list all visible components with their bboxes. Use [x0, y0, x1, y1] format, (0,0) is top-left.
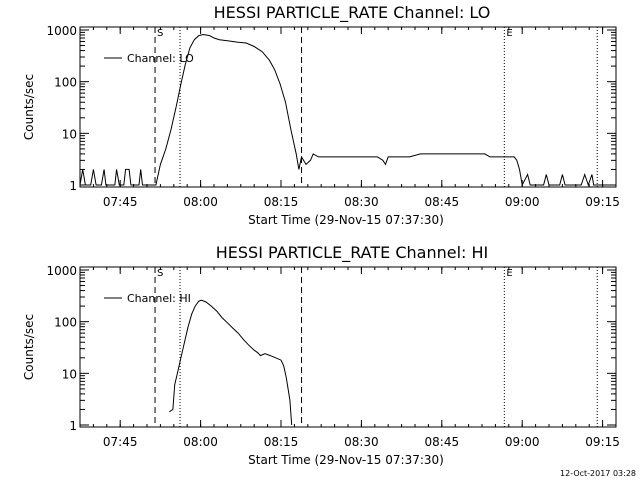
x-tick-label: 08:30 [344, 435, 379, 449]
y-tick-label: 100 [54, 316, 77, 330]
x-tick-label: 07:45 [103, 435, 138, 449]
y-tick-label: 1 [69, 419, 77, 433]
x-tick-label: 09:15 [585, 435, 620, 449]
y-tick-label: 1000 [46, 264, 77, 278]
x-tick-label: 09:00 [505, 195, 540, 209]
y-tick-label: 1 [69, 179, 77, 193]
legend-label: Channel: LO [127, 52, 194, 65]
x-tick-label: 08:30 [344, 195, 379, 209]
y-tick-label: 10 [62, 127, 77, 141]
x-tick-label: 07:45 [103, 195, 138, 209]
y-axis: 1 10 100 1000 [46, 24, 616, 193]
y-tick-label: 100 [54, 76, 77, 90]
time-marker-label: E [506, 28, 512, 39]
time-marker-label: S [157, 28, 163, 39]
x-tick-label: 08:00 [183, 435, 218, 449]
y-axis-label: Counts/sec [22, 314, 36, 380]
x-tick-label: 09:15 [585, 195, 620, 209]
y-axis-label: Counts/sec [22, 74, 36, 140]
x-axis: 07:45 08:00 08:15 08:30 08:45 09:00 09:15 [79, 267, 620, 449]
time-marker-label: E [506, 268, 512, 279]
chart-title: HESSI PARTICLE_RATE Channel: LO [214, 3, 491, 23]
legend-label: Channel: HI [127, 292, 191, 305]
y-axis: 1 10 100 1000 [46, 264, 616, 433]
x-axis-label: Start Time (29-Nov-15 07:37:30) [248, 213, 444, 227]
x-tick-label: 08:45 [425, 195, 460, 209]
y-tick-label: 10 [62, 367, 77, 381]
x-axis-label: Start Time (29-Nov-15 07:37:30) [248, 453, 444, 467]
time-marker-label: S [157, 268, 163, 279]
y-tick-label: 1000 [46, 24, 77, 38]
x-tick-label: 09:00 [505, 435, 540, 449]
x-tick-label: 08:15 [264, 435, 299, 449]
chart-title: HESSI PARTICLE_RATE Channel: HI [216, 243, 489, 263]
series-line [79, 33, 616, 187]
x-tick-label: 08:15 [264, 195, 299, 209]
plot-frame [79, 266, 617, 428]
x-tick-label: 08:00 [183, 195, 218, 209]
generated-timestamp: 12-Oct-2017 03:28 [560, 469, 636, 478]
x-axis: 07:45 08:00 08:15 08:30 08:45 09:00 09:15 [79, 27, 620, 209]
x-tick-label: 08:45 [425, 435, 460, 449]
series-line [169, 299, 293, 426]
